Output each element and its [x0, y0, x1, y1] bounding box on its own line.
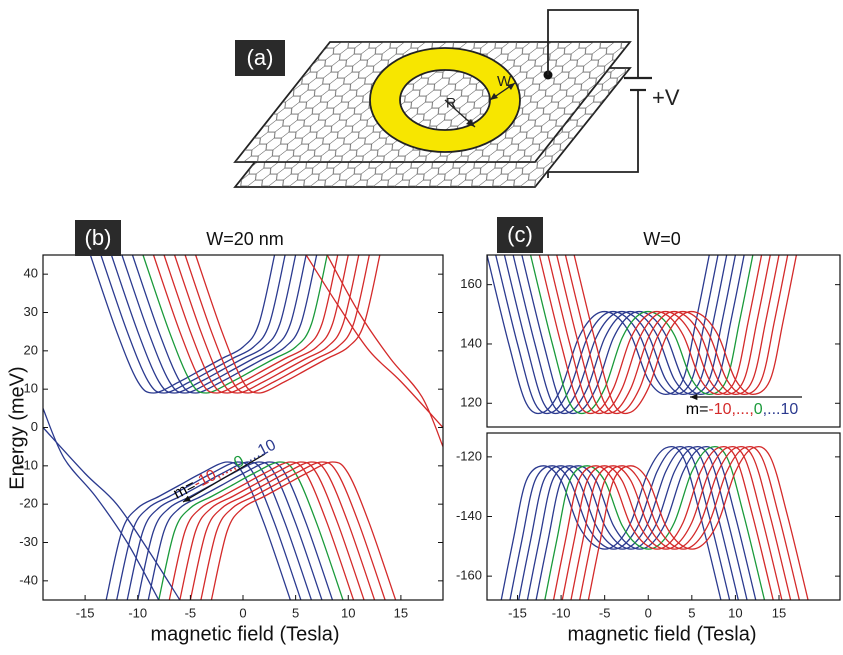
y-tick-label: -20 [19, 496, 38, 511]
curve [43, 408, 159, 600]
y-tick-label: -30 [19, 534, 38, 549]
x-tick-label: -15 [508, 605, 527, 620]
annotation-part: 10 [780, 401, 798, 418]
y-axis-label: Energy (meV) [6, 366, 28, 489]
plot-frame [43, 255, 443, 600]
x-tick-label: -10 [128, 605, 147, 620]
x-tick-label: 0 [239, 605, 246, 620]
y-tick-label: -140 [456, 508, 482, 523]
curve [185, 255, 369, 393]
x-tick-label: 15 [772, 605, 786, 620]
annotation-part: -10 [708, 401, 731, 418]
y-tick-label: 120 [460, 395, 482, 410]
y-tick-label: 40 [24, 266, 38, 281]
x-tick-label: -10 [552, 605, 571, 620]
y-tick-label: 160 [460, 276, 482, 291]
curve [327, 255, 443, 447]
chart-title: W=20 nm [206, 229, 284, 249]
annotation: m=-10,...,0,...10 [686, 401, 799, 418]
annotation-part: ,..., [732, 401, 754, 418]
annotation-part: 0 [754, 401, 763, 418]
figure: W R +V (a) -40 -30 -20 -10 0 10 20 30 40 -15 -10 -5… [0, 0, 843, 655]
y-tick-label: 0 [31, 419, 38, 434]
r-label: R [446, 95, 456, 111]
plot [43, 255, 443, 600]
x-tick-label: -15 [76, 605, 95, 620]
annotation-part: ,... [763, 401, 781, 418]
x-tick-label: 5 [292, 605, 299, 620]
y-tick-label: -160 [456, 568, 482, 583]
x-tick-label: 5 [688, 605, 695, 620]
y-tick-label: -40 [19, 572, 38, 587]
curve [196, 255, 380, 393]
chart-title: W=0 [643, 229, 681, 249]
panel-label: (b) [85, 225, 112, 250]
x-axis-label: magnetic field (Tesla) [151, 623, 340, 645]
x-tick-label: -5 [599, 605, 611, 620]
y-tick-label: -120 [456, 448, 482, 463]
panel-label: (c) [507, 222, 533, 247]
y-tick-label: 20 [24, 342, 38, 357]
annotation-part: m= [686, 401, 709, 418]
x-axis-label: magnetic field (Tesla) [568, 623, 757, 645]
plot [487, 255, 796, 413]
plot [500, 447, 809, 606]
x-tick-label: 10 [728, 605, 742, 620]
voltage-label: +V [652, 85, 680, 110]
diagram: W R +V (a) [235, 10, 680, 187]
x-tick-label: 0 [645, 605, 652, 620]
x-tick-label: 10 [341, 605, 355, 620]
x-tick-label: 15 [394, 605, 408, 620]
panel-label: (a) [247, 45, 274, 70]
y-tick-label: 30 [24, 304, 38, 319]
w-label: W [497, 73, 512, 90]
y-tick-label: 140 [460, 335, 482, 350]
x-tick-label: -5 [185, 605, 197, 620]
